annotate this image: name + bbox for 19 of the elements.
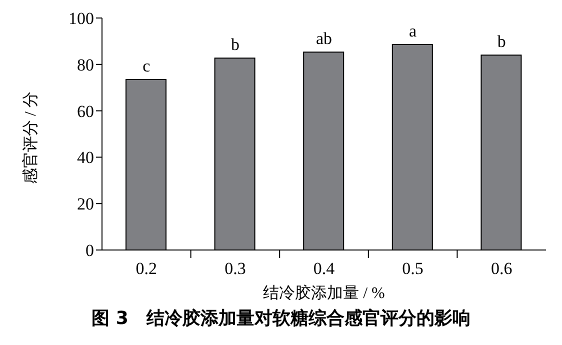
x-axis-title: 结冷胶添加量 / % [263,284,385,302]
y-tick-label: 40 [77,148,94,168]
annotation: b [497,32,506,52]
x-tick-label: 0.6 [490,259,512,278]
y-tick-label: 0 [86,241,94,260]
y-tick-label: 80 [77,55,94,74]
annotation: c [142,56,151,76]
y-axis-title: 感官评分 / 分 [22,92,40,184]
y-tick-label: 100 [68,9,94,28]
text: 图 3 结冷胶添加量对软糖综合感官评分的影响 [90,307,472,330]
x-tick-label: 0.5 [402,259,424,278]
y-tick-label: 20 [77,194,94,214]
annotation: a [409,21,418,40]
x-tick-label: 0.2 [136,259,158,278]
annotation: b [230,35,240,54]
x-tick-label: 0.4 [313,259,336,278]
x-tick-label: 0.3 [224,259,246,278]
annotation: ab [316,29,332,48]
y-tick-label: 60 [77,102,94,121]
